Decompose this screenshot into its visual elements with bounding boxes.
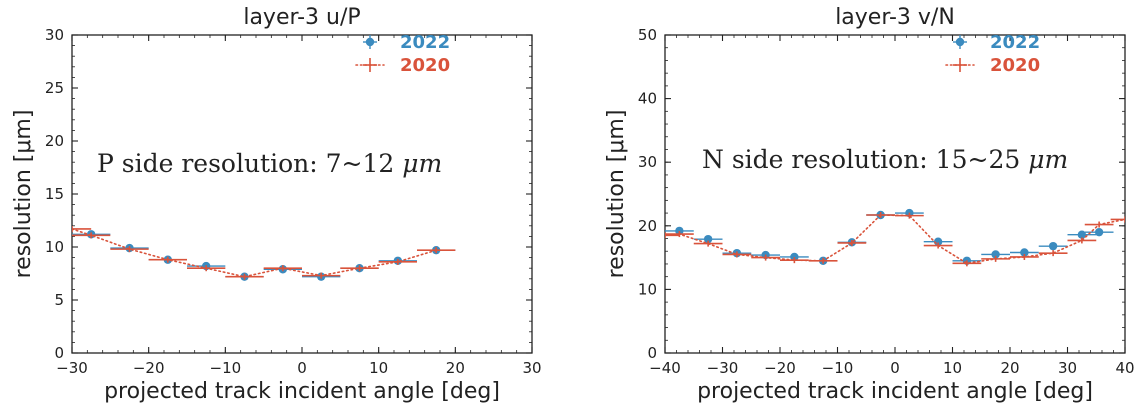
chart-1-xtick-label: 40	[1115, 359, 1134, 377]
chart-1-title: layer-3 v/N	[835, 5, 955, 30]
chart-0-axes-frame	[71, 34, 533, 354]
chart-0-annotation: P side resolution: 7~12 μm	[97, 149, 442, 178]
chart-1-xtick-label: −10	[822, 359, 854, 377]
chart-left-u-p: layer-3 u/P −30 −20 −10 0 10 20 30 0 5 10 15 20 25 30 p…	[11, 5, 542, 404]
chart-1-axes-frame	[664, 34, 1126, 354]
chart-1-legend-label-2022: 2022	[990, 32, 1040, 53]
chart-0-legend-marker-2022	[365, 37, 375, 47]
chart-1-ylabel: resolution [μm]	[604, 110, 629, 279]
chart-0-xtick-label: −20	[133, 359, 165, 377]
chart-1-xtick-label: −40	[649, 359, 681, 377]
chart-0-ytick-label: 25	[45, 79, 64, 97]
chart-1-annotation-text: N side resolution: 15~25	[702, 145, 1028, 174]
chart-1-xlabel: projected track incident angle [deg]	[697, 379, 1093, 404]
chart-0-xtick-label: −10	[210, 359, 242, 377]
chart-0-series-2020-line	[72, 228, 438, 278]
chart-1-series-2022-point	[703, 234, 713, 244]
chart-1-xtick-label: 20	[1000, 359, 1019, 377]
chart-0-legend-label-2020: 2020	[400, 55, 450, 76]
chart-1-plot-area	[665, 208, 1125, 267]
chart-0-legend-label-2022: 2022	[400, 32, 450, 53]
chart-0-xtick-label: 10	[369, 359, 388, 377]
chart-0-xlabel: projected track incident angle [deg]	[104, 379, 500, 404]
chart-1-legend-marker-2022	[955, 37, 965, 47]
chart-1-series-2022-point	[790, 252, 799, 262]
chart-1-ytick-label: 0	[647, 344, 657, 362]
chart-0-ytick-label: 30	[45, 26, 64, 44]
chart-1-xtick-label: −20	[764, 359, 796, 377]
chart-1-ytick-label: 30	[638, 153, 657, 171]
chart-0-ytick-label: 20	[45, 132, 64, 150]
chart-1-xtick-label: −30	[707, 359, 739, 377]
chart-1-ytick-label: 10	[638, 280, 657, 298]
chart-0-xtick-label: −30	[56, 359, 88, 377]
chart-1-ytick-label: 40	[638, 90, 657, 108]
chart-1-annotation: N side resolution: 15~25 μm	[702, 145, 1068, 174]
chart-0-ytick-label: 10	[45, 238, 64, 256]
chart-0-xtick-label: 20	[446, 359, 465, 377]
chart-0-ytick-label: 0	[54, 344, 64, 362]
chart-0-ylabel: resolution [μm]	[11, 110, 36, 279]
chart-1-series-2022-point	[1094, 227, 1104, 237]
chart-1-xtick-label: 10	[943, 359, 962, 377]
chart-1-series-2022-point	[1077, 230, 1087, 239]
chart-0-xtick-label: 30	[522, 359, 541, 377]
chart-1-series-2022-point	[991, 250, 1000, 259]
chart-0-title: layer-3 u/P	[243, 5, 360, 30]
chart-1-series-2022-point	[1048, 241, 1058, 251]
chart-1-annotation-unit: μm	[1028, 145, 1068, 174]
chart-1-ytick-label: 20	[638, 217, 657, 235]
chart-1-series-2020-line	[665, 214, 1125, 265]
chart-0-ytick-label: 5	[54, 291, 64, 309]
chart-right-v-n: layer-3 v/N −40 −30 −20 −10 0 10 20 30 40 0 10 20 30 4…	[604, 5, 1135, 404]
chart-1-legend-label-2020: 2020	[990, 55, 1040, 76]
chart-1-xtick-label: 0	[890, 359, 900, 377]
chart-1-xtick-label: 30	[1058, 359, 1077, 377]
chart-0-plot-area	[72, 225, 456, 281]
chart-0-xtick-label: 0	[297, 359, 307, 377]
chart-0-ytick-label: 15	[45, 185, 64, 203]
chart-1-ytick-label: 50	[638, 26, 657, 44]
chart-0-annotation-unit: μm	[402, 149, 442, 178]
chart-1-series-2022-point	[675, 226, 684, 236]
chart-1-series-2022-point	[1020, 248, 1029, 257]
chart-0-annotation-text: P side resolution: 7~12	[97, 149, 402, 178]
